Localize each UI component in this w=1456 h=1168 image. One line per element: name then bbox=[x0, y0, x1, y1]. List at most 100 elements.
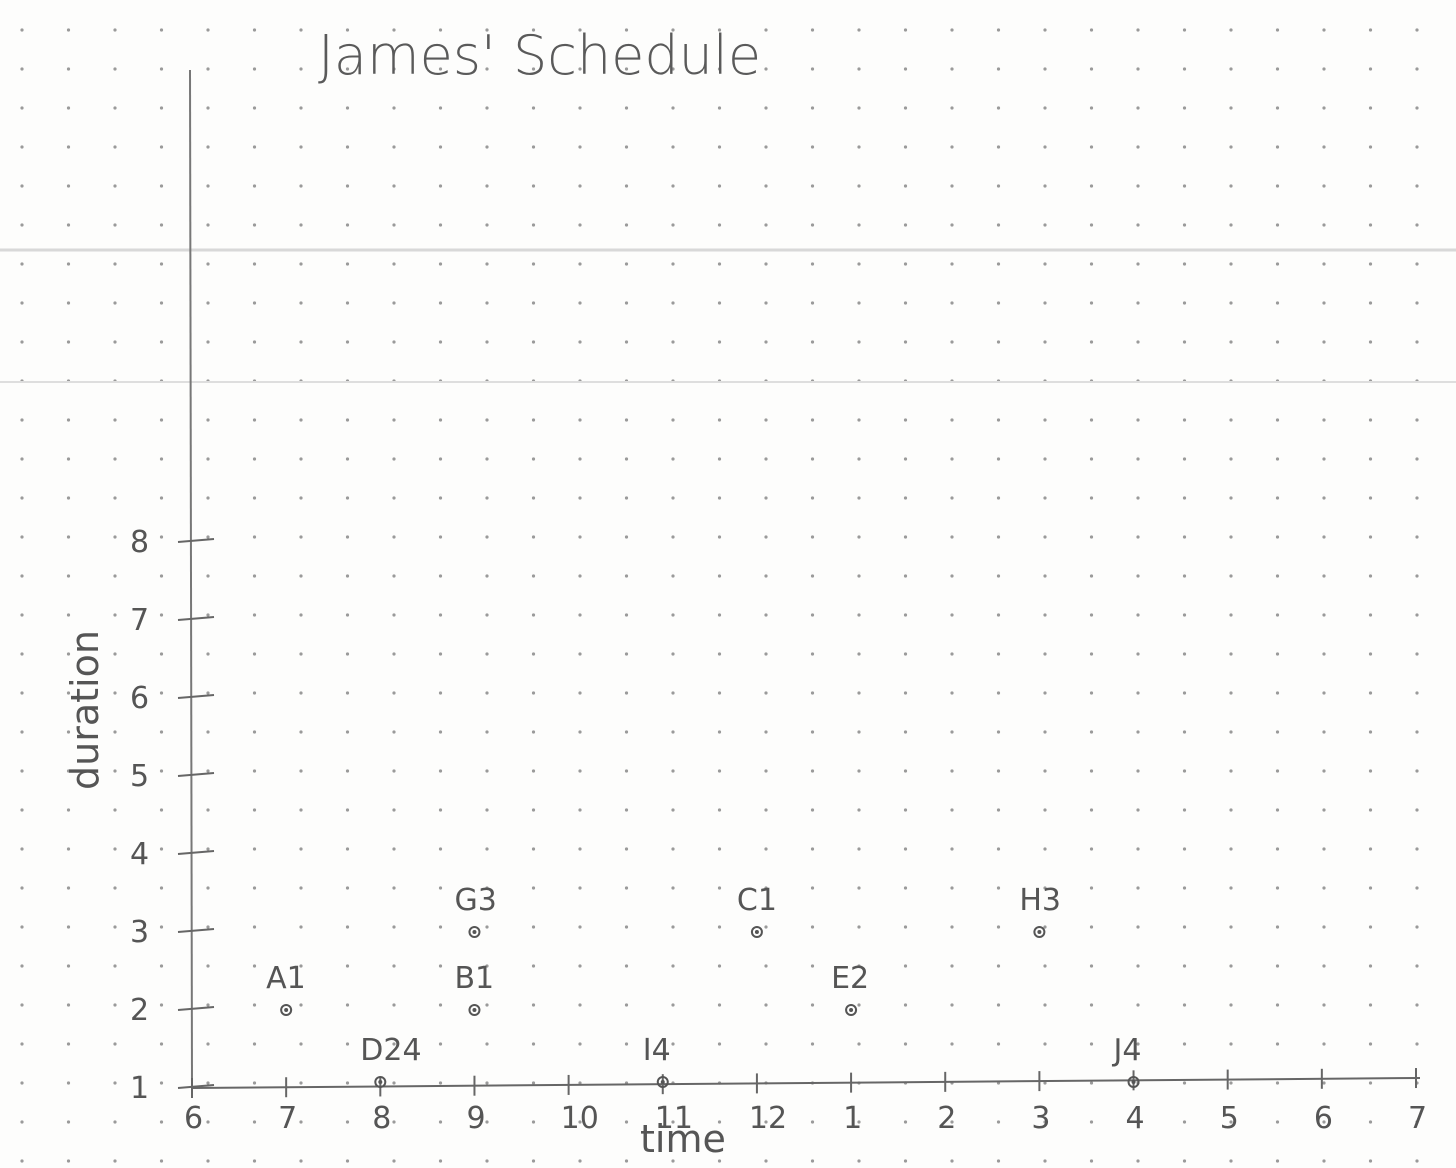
grid-dot bbox=[299, 1003, 303, 1007]
y-axis-label: duration bbox=[63, 630, 107, 790]
grid-dot bbox=[624, 691, 629, 695]
grid-dot bbox=[857, 886, 861, 890]
grid-dot bbox=[438, 808, 443, 812]
grid-dot bbox=[392, 457, 396, 461]
grid-dot bbox=[1322, 457, 1326, 461]
grid-dot bbox=[950, 535, 954, 539]
grid-dot bbox=[66, 1042, 71, 1046]
grid-dot bbox=[1275, 223, 1280, 227]
grid-dot bbox=[1229, 925, 1233, 929]
grid-dot bbox=[950, 652, 954, 656]
grid-dot bbox=[996, 28, 1001, 32]
grid-dot bbox=[531, 769, 536, 773]
grid-dot bbox=[1275, 457, 1280, 461]
grid-dot bbox=[764, 535, 768, 539]
grid-dot bbox=[299, 808, 303, 812]
grid-dot bbox=[206, 496, 210, 500]
grid-dot bbox=[252, 886, 257, 890]
grid-dot bbox=[810, 925, 815, 929]
grid-dot bbox=[299, 1042, 303, 1046]
grid-dot bbox=[438, 457, 443, 461]
grid-dot bbox=[671, 28, 675, 32]
grid-dot bbox=[578, 223, 582, 227]
grid-dot bbox=[20, 769, 24, 773]
grid-dot bbox=[485, 925, 489, 929]
grid-dot bbox=[1182, 886, 1187, 890]
grid-dot bbox=[1043, 964, 1047, 968]
grid-dot bbox=[1229, 145, 1233, 149]
grid-dot bbox=[531, 925, 536, 929]
grid-dot bbox=[531, 1042, 536, 1046]
grid-dot bbox=[1368, 574, 1373, 578]
x-tick-label: 10 bbox=[561, 1101, 599, 1136]
grid-dot bbox=[1368, 496, 1373, 500]
grid-dot bbox=[345, 67, 350, 71]
grid-dot bbox=[531, 808, 536, 812]
grid-dot bbox=[578, 28, 582, 32]
grid-dot bbox=[764, 340, 768, 344]
grid-dot bbox=[671, 1042, 675, 1046]
grid-dot bbox=[1136, 652, 1140, 656]
grid-dot bbox=[903, 964, 908, 968]
grid-dot bbox=[113, 28, 117, 32]
grid-dot bbox=[624, 340, 629, 344]
grid-dot bbox=[903, 847, 908, 851]
grid-dot bbox=[1043, 847, 1047, 851]
grid-dot bbox=[345, 808, 350, 812]
grid-dot bbox=[345, 925, 350, 929]
grid-dot bbox=[578, 535, 582, 539]
grid-dot bbox=[996, 1120, 1001, 1124]
grid-dot bbox=[1182, 223, 1187, 227]
grid-dot bbox=[66, 691, 71, 695]
grid-dot bbox=[717, 808, 722, 812]
grid-dot bbox=[438, 847, 443, 851]
grid-dot bbox=[1136, 301, 1140, 305]
grid-dot bbox=[392, 964, 396, 968]
grid-dot bbox=[206, 964, 210, 968]
grid-dot bbox=[578, 1120, 582, 1124]
grid-dot bbox=[345, 340, 350, 344]
grid-dot bbox=[1415, 964, 1419, 968]
data-point: C1 bbox=[737, 883, 777, 938]
grid-dot bbox=[1089, 613, 1094, 617]
grid-dot bbox=[810, 106, 815, 110]
grid-dot bbox=[1322, 1003, 1326, 1007]
grid-dot bbox=[1229, 574, 1233, 578]
grid-dot bbox=[299, 652, 303, 656]
grid-dot bbox=[392, 301, 396, 305]
grid-dot bbox=[1415, 1120, 1419, 1124]
grid-dot bbox=[996, 184, 1001, 188]
grid-dot bbox=[1322, 67, 1326, 71]
grid-dot bbox=[113, 808, 117, 812]
grid-dot bbox=[1415, 496, 1419, 500]
grid-dot bbox=[578, 769, 582, 773]
grid-dot bbox=[159, 691, 164, 695]
point-label: A1 bbox=[266, 961, 306, 996]
grid-dot bbox=[996, 145, 1001, 149]
grid-dot bbox=[810, 145, 815, 149]
grid-dot bbox=[252, 847, 257, 851]
grid-dot bbox=[1322, 1120, 1326, 1124]
grid-dot bbox=[1089, 28, 1094, 32]
grid-dot bbox=[206, 418, 210, 422]
grid-dot bbox=[438, 886, 443, 890]
grid-dot bbox=[1368, 145, 1373, 149]
grid-dot bbox=[717, 184, 722, 188]
grid-dot bbox=[20, 535, 24, 539]
grid-dot bbox=[578, 847, 582, 851]
grid-dot bbox=[20, 730, 24, 734]
grid-dot bbox=[1415, 730, 1419, 734]
grid-dot bbox=[578, 184, 582, 188]
grid-dot bbox=[857, 847, 861, 851]
grid-dot bbox=[20, 418, 24, 422]
grid-dot bbox=[624, 1042, 629, 1046]
grid-dot bbox=[903, 145, 908, 149]
grid-dot bbox=[1275, 1159, 1280, 1163]
grid-dot bbox=[578, 574, 582, 578]
grid-dot bbox=[903, 652, 908, 656]
grid-dot bbox=[810, 28, 815, 32]
grid-dot bbox=[764, 457, 768, 461]
grid-dot bbox=[66, 301, 71, 305]
grid-dot bbox=[159, 886, 164, 890]
grid-dot bbox=[206, 67, 210, 71]
